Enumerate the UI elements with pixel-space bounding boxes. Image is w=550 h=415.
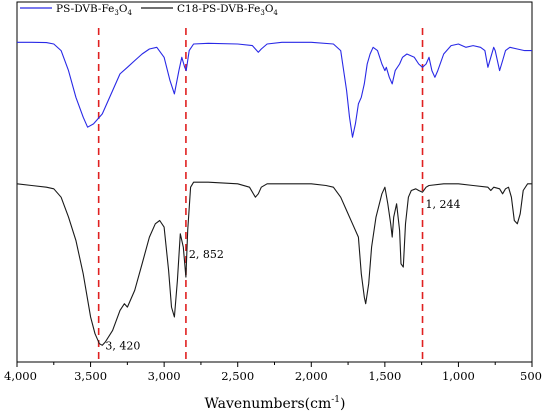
x-tick-label-6: 1,000 [442, 369, 475, 383]
x-tick-label-2: 3,000 [148, 369, 181, 383]
legend-label-c18-ps-dvb-fe3o4: C18-PS-DVB-Fe3O4 [177, 3, 278, 17]
annotation-2: 1, 244 [426, 198, 461, 211]
x-tick-label-0: 4,000 [4, 369, 37, 383]
x-tick-label-1: 3,500 [74, 369, 107, 383]
series-line-1 [16, 181, 532, 346]
x-tick-label-4: 2,000 [295, 369, 328, 383]
annotations: 3, 420 2, 852 1, 244 [105, 198, 460, 353]
annotation-0: 3, 420 [105, 339, 140, 352]
x-axis-label: Wavenumbers(cm-1) [205, 395, 346, 412]
reference-lines [97, 28, 424, 360]
legend-label-ps-dvb-fe3o4: PS-DVB-Fe3O4 [56, 3, 132, 17]
x-tick-label-5: 1,500 [368, 369, 401, 383]
x-tick-label-3: 2,500 [221, 369, 254, 383]
x-tick-label-7: 500 [520, 369, 542, 383]
series-layer [16, 41, 532, 346]
x-axis-ticks: 4,000 3,500 3,000 2,500 2,000 1,500 1,000 500 [4, 362, 542, 383]
annotation-1: 2, 852 [189, 248, 224, 261]
legend: PS-DVB-Fe3O4 C18-PS-DVB-Fe3O4 [20, 3, 278, 17]
plot-frame [16, 1, 533, 363]
series-line-0 [17, 41, 532, 138]
